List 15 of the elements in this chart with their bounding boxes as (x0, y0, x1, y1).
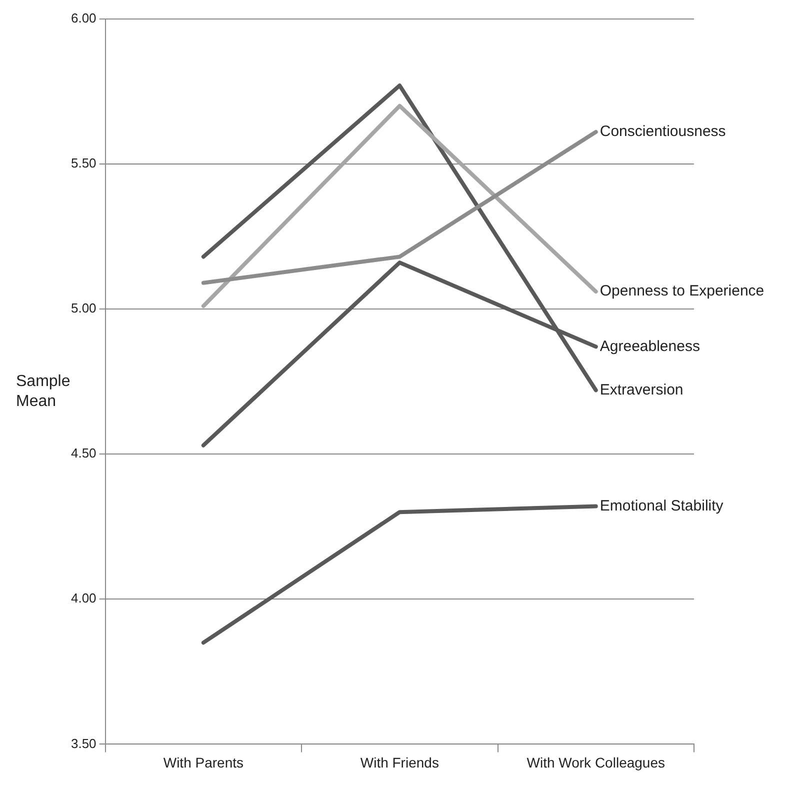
x-tick-label: With Work Colleagues (526, 754, 666, 770)
y-tick-label: 4.00 (70, 590, 96, 606)
series-label: Conscientiousness (600, 123, 726, 140)
y-tick-label: 5.50 (70, 155, 96, 170)
y-axis-title: Sample Mean (16, 372, 70, 410)
x-tick-label: With Parents (163, 754, 244, 770)
y-tick-label: 6.00 (70, 10, 96, 26)
x-tick-label: With Friends (360, 754, 439, 770)
series-label: Agreeableness (600, 338, 700, 355)
series-label: Emotional Stability (600, 497, 724, 514)
y-tick-label: 5.00 (70, 300, 96, 316)
y-tick-label: 4.50 (70, 446, 96, 461)
series-label: Openness to Experience (600, 282, 764, 300)
y-tick-label: 3.50 (70, 736, 96, 751)
series-label: Extraversion (600, 381, 684, 398)
